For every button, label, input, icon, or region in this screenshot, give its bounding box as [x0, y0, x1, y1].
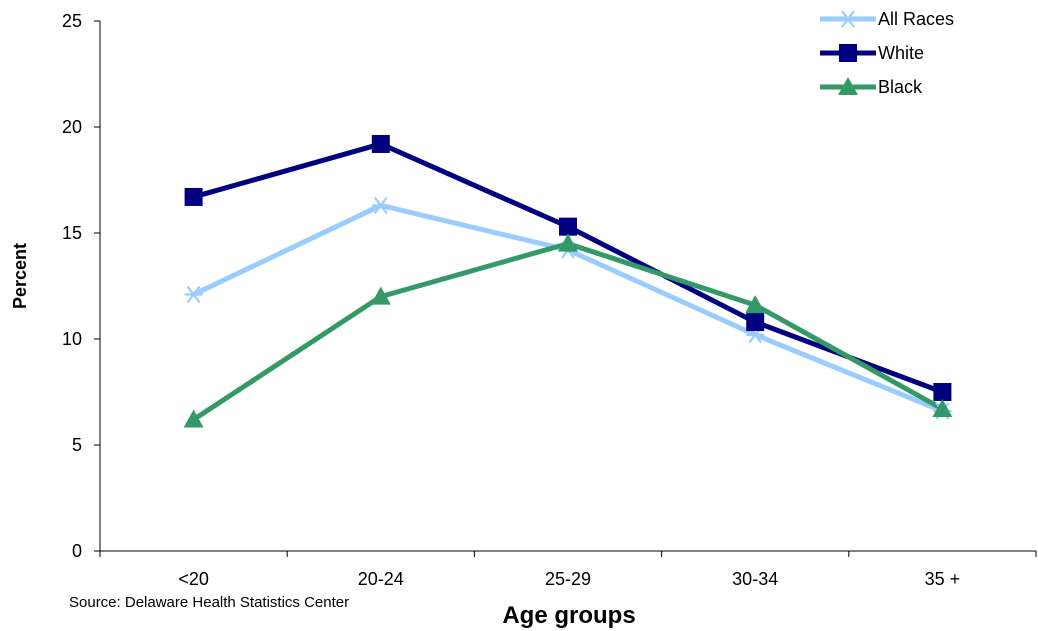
legend-marker-asterisk [839, 10, 857, 28]
legend-marker-triangle [838, 77, 858, 95]
data-point-triangle [558, 233, 578, 252]
x-tick-label: 20-24 [358, 569, 404, 589]
legend-label: All Races [878, 9, 954, 29]
data-point-triangle [183, 409, 204, 428]
legend-label: White [878, 43, 924, 63]
y-tick-label: 20 [62, 117, 82, 137]
data-point-square [371, 134, 390, 153]
y-axis-title: Percent [10, 243, 30, 309]
legend: All Races White Black [820, 9, 954, 97]
series-markers [183, 134, 953, 428]
x-axis-title: Age groups [502, 602, 635, 629]
data-point-square [746, 313, 765, 332]
series-line-triangle [192, 241, 944, 422]
data-point-square [184, 187, 203, 206]
data-point-square [559, 217, 577, 236]
legend-label: Black [878, 77, 923, 97]
y-tick-label: 5 [72, 435, 82, 455]
data-point-triangle [370, 286, 391, 305]
axes [99, 21, 1036, 552]
data-point-square [933, 383, 952, 401]
x-ticks: <20 20-24 25-29 30-34 35 + [99, 551, 1037, 589]
x-tick-label: 25-29 [545, 569, 591, 589]
series-lines [192, 141, 944, 422]
legend-marker-square [839, 44, 857, 62]
y-tick-label: 15 [62, 223, 82, 243]
series-line-square [192, 141, 944, 395]
x-tick-label: 30-34 [732, 569, 778, 589]
data-point-triangle [932, 398, 953, 417]
x-tick-label: <20 [178, 569, 209, 589]
x-tick-label: 35 + [925, 569, 961, 589]
data-point-triangle [745, 295, 766, 314]
y-tick-label: 10 [62, 329, 82, 349]
source-note: Source: Delaware Health Statistics Cente… [69, 594, 349, 611]
y-tick-label: 0 [72, 541, 82, 561]
y-ticks: 0 5 10 15 20 25 [62, 11, 100, 561]
data-point-asterisk [184, 285, 203, 304]
data-point-asterisk [371, 196, 390, 215]
y-tick-label: 25 [62, 11, 82, 31]
